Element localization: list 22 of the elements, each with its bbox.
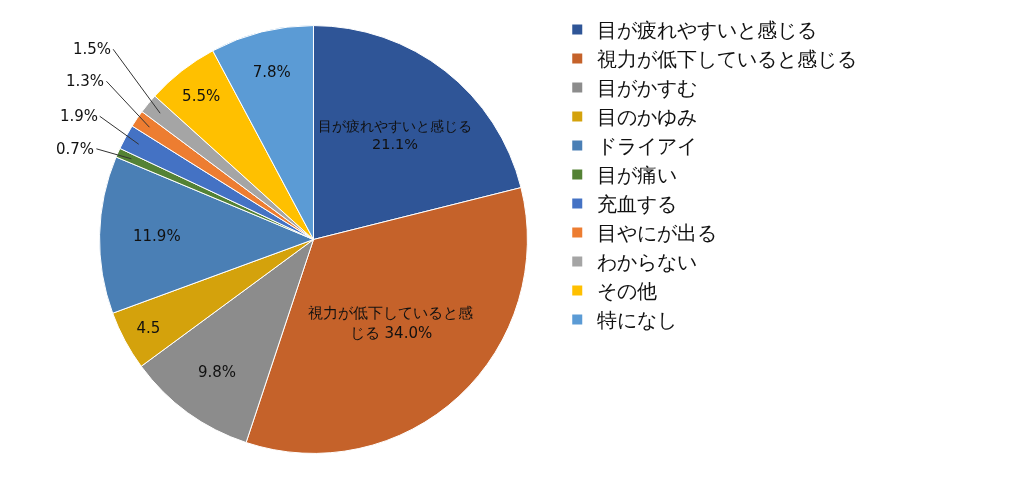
legend-label: 目がかすむ [597,76,698,101]
data-label: 5.5% [182,86,221,105]
data-label: 視力が低下していると感じる 34.0% [308,304,474,342]
data-label: 1.9% [60,107,99,125]
data-label: 目が疲れやすいと感じる21.1% [317,117,472,153]
legend-label: その他 [597,279,658,304]
data-label: 4.5 [136,319,161,338]
data-label: 11.9% [132,227,181,246]
legend-label: 目のかゆみ [597,105,698,130]
data-label: 1.3% [66,72,105,90]
legend-label: 特になし [597,308,678,333]
legend-label: 目が疲れやすいと感じる [597,18,818,43]
data-label: 9.8% [197,363,237,382]
data-label: 0.7% [56,140,95,158]
legend-label: 視力が低下していると感じる [597,47,858,72]
legend-label: ドライアイ [597,134,698,159]
legend-label: 充血する [597,192,678,217]
data-label: 1.5% [73,40,112,58]
legend-label: わからない [597,250,698,275]
legend-label: 目が痛い [597,163,678,188]
legend-label: 目やにが出る [597,221,718,246]
data-label: 7.8% [252,63,291,82]
